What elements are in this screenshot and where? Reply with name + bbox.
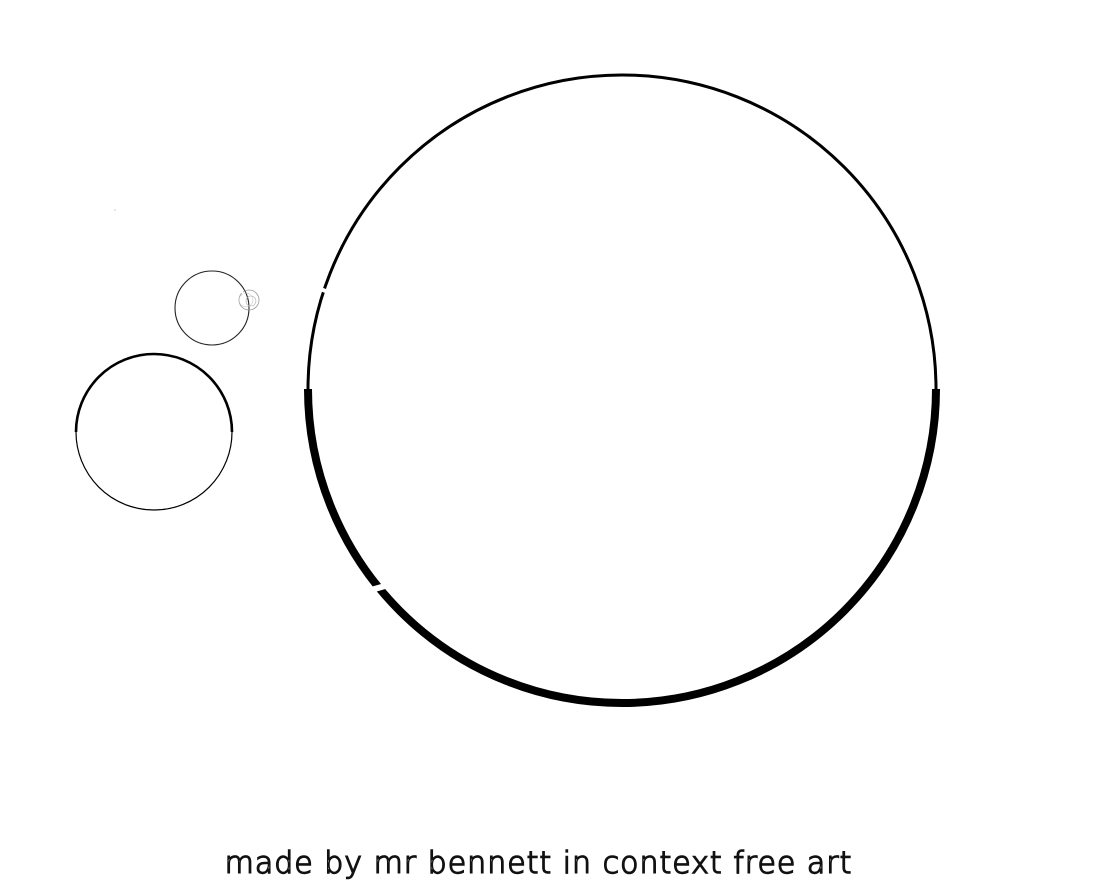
tiny-circle-2 [245, 295, 257, 307]
artwork-credit: made by mr bennett in context free art [224, 845, 853, 881]
speck [114, 209, 116, 211]
large-circle-upper-arc [306, 73, 938, 390]
artwork-title: multi pathway learning asti ai diploma [76, 783, 1037, 837]
large-circle-lower-arc [304, 388, 940, 707]
upper-left-gap [317, 286, 329, 294]
tiny-circle-3 [238, 292, 254, 308]
small-circle-gap [239, 288, 245, 296]
medium-circle-upper-arc [74, 352, 234, 433]
lower-left-gap [370, 581, 393, 593]
small-circle [174, 270, 250, 346]
medium-circle-lower-arc [75, 431, 233, 511]
